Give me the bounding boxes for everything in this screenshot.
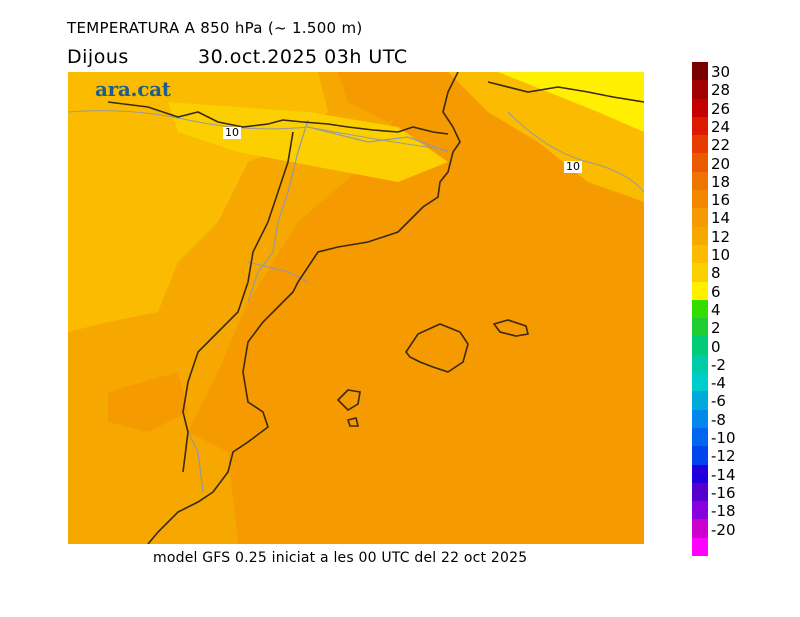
island-eivissa [336, 389, 361, 412]
model-footer: model GFS 0.25 iniciat a les 00 UTC del … [153, 550, 528, 566]
colorbar-label: 28 [711, 81, 731, 100]
colorbar-label: 4 [711, 300, 721, 319]
coastline [147, 72, 461, 544]
colorbar-label: 10 [711, 246, 731, 264]
colorbar-segment [692, 171, 708, 191]
field-warm-patch-2 [338, 72, 418, 122]
colorbar-label: -16 [711, 483, 736, 502]
forecast-datetime: 30.oct.2025 03h UTC [198, 46, 408, 68]
map-title: TEMPERATURA A 850 hPa (~ 1.500 m) [67, 19, 363, 37]
map-subtitle: Dijous 30.oct.2025 03h UTC [67, 46, 407, 68]
colorbar-label: 16 [711, 191, 731, 210]
contour-line [507, 111, 644, 193]
field-sea-east [298, 202, 644, 544]
field-southwest [68, 432, 238, 544]
colorbar-segment [692, 354, 708, 374]
contour-label: 10 [223, 126, 241, 139]
colorbar-segment [692, 299, 708, 319]
colorbar-segment [692, 373, 708, 392]
colorbar-segment [692, 501, 708, 520]
colorbar-label: -12 [711, 447, 736, 466]
inland-border [182, 131, 294, 473]
field-pyrenees-cool [168, 102, 448, 182]
temperature-map [68, 72, 644, 544]
colorbar-label: 6 [711, 282, 721, 301]
colorbar-label: -8 [711, 410, 726, 429]
colorbar-label: -6 [711, 392, 726, 411]
colorbar-label: -14 [711, 465, 736, 484]
colorbar-segment [692, 427, 708, 447]
colorbar-label: 30 [711, 63, 731, 81]
colorbar-label: -2 [711, 355, 726, 374]
colorbar-segment [692, 208, 708, 227]
colorbar-label: 12 [711, 227, 731, 246]
colorbar-segment [692, 263, 708, 282]
island-mallorca [405, 323, 469, 373]
colorbar-label: -10 [711, 429, 736, 447]
colorbar-segment [692, 519, 708, 538]
colorbar [692, 62, 708, 557]
colorbar-segment [692, 135, 708, 154]
araCat-logo: ara.cat [95, 77, 171, 101]
colorbar-segment [692, 336, 708, 355]
colorbar-label: 8 [711, 264, 721, 283]
colorbar-segment [692, 116, 708, 136]
island-menorca [492, 319, 529, 337]
colorbar-label: 0 [711, 337, 721, 356]
contour-label: 10 [564, 160, 582, 173]
field-warm-patch [108, 372, 188, 432]
colorbar-segment [692, 537, 708, 557]
colorbar-segment [692, 244, 708, 264]
colorbar-label: 14 [711, 209, 731, 228]
colorbar-segment [692, 409, 708, 428]
colorbar-label: -20 [711, 520, 736, 539]
colorbar-segment [692, 80, 708, 99]
pyrenees-border [107, 101, 449, 135]
field-north-8 [498, 72, 644, 132]
colorbar-segment [692, 391, 708, 410]
colorbar-segment [692, 318, 708, 337]
colorbar-label: 20 [711, 154, 731, 173]
colorbar-label: 24 [711, 117, 731, 136]
colorbar-segment [692, 62, 708, 81]
colorbar-segment [692, 98, 708, 117]
colorbar-segment [692, 190, 708, 209]
colorbar-segment [692, 464, 708, 483]
border-line [247, 261, 309, 283]
colorbar-label: 18 [711, 172, 731, 191]
colorbar-label: 26 [711, 99, 731, 118]
border-line [247, 119, 309, 303]
forecast-day: Dijous [67, 46, 129, 68]
border-line [187, 431, 204, 493]
colorbar-segment [692, 226, 708, 245]
colorbar-label: -18 [711, 502, 736, 521]
island-formentera [346, 417, 360, 427]
north-coast [487, 81, 644, 103]
colorbar-label: -4 [711, 374, 726, 393]
border-line [307, 126, 449, 153]
colorbar-segment [692, 281, 708, 300]
colorbar-segment [692, 153, 708, 172]
colorbar-label: 2 [711, 319, 721, 338]
colorbar-label: 22 [711, 136, 731, 155]
colorbar-segment [692, 446, 708, 465]
colorbar-segment [692, 482, 708, 502]
